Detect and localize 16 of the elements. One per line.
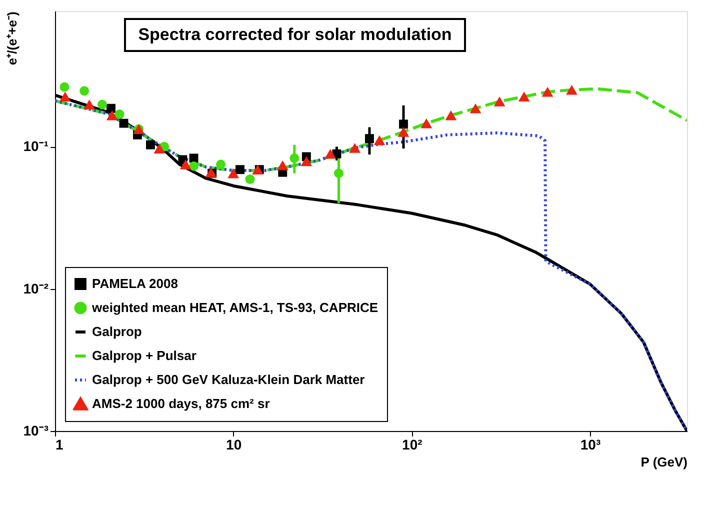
x-axis-title: P (GeV) bbox=[640, 454, 688, 470]
legend-label: weighted mean HEAT, AMS-1, TS-93, CAPRICE bbox=[91, 300, 378, 315]
y-axis-title: e⁺/(e⁺+e⁻) bbox=[4, 12, 20, 66]
legend-label: Galprop bbox=[92, 324, 142, 339]
legend-label: Galprop + Pulsar bbox=[92, 348, 196, 363]
x-tick-label: 1 bbox=[56, 436, 64, 452]
legend-label: PAMELA 2008 bbox=[92, 276, 178, 291]
legend-label: AMS-2 1000 days, 875 cm² sr bbox=[92, 396, 270, 411]
y-tick-label: 10⁻² bbox=[23, 280, 49, 296]
x-tick-label: 10³ bbox=[580, 436, 601, 452]
text: Spectra corrected for solar modulation bbox=[138, 25, 452, 44]
legend-label: Galprop + 500 GeV Kaluza-Klein Dark Matter bbox=[92, 372, 365, 387]
x-tick-label: 10 bbox=[226, 436, 242, 452]
y-tick-label: 10⁻³ bbox=[23, 422, 49, 438]
x-tick-label: 10² bbox=[402, 436, 423, 452]
y-tick-label: 10⁻¹ bbox=[23, 138, 49, 154]
